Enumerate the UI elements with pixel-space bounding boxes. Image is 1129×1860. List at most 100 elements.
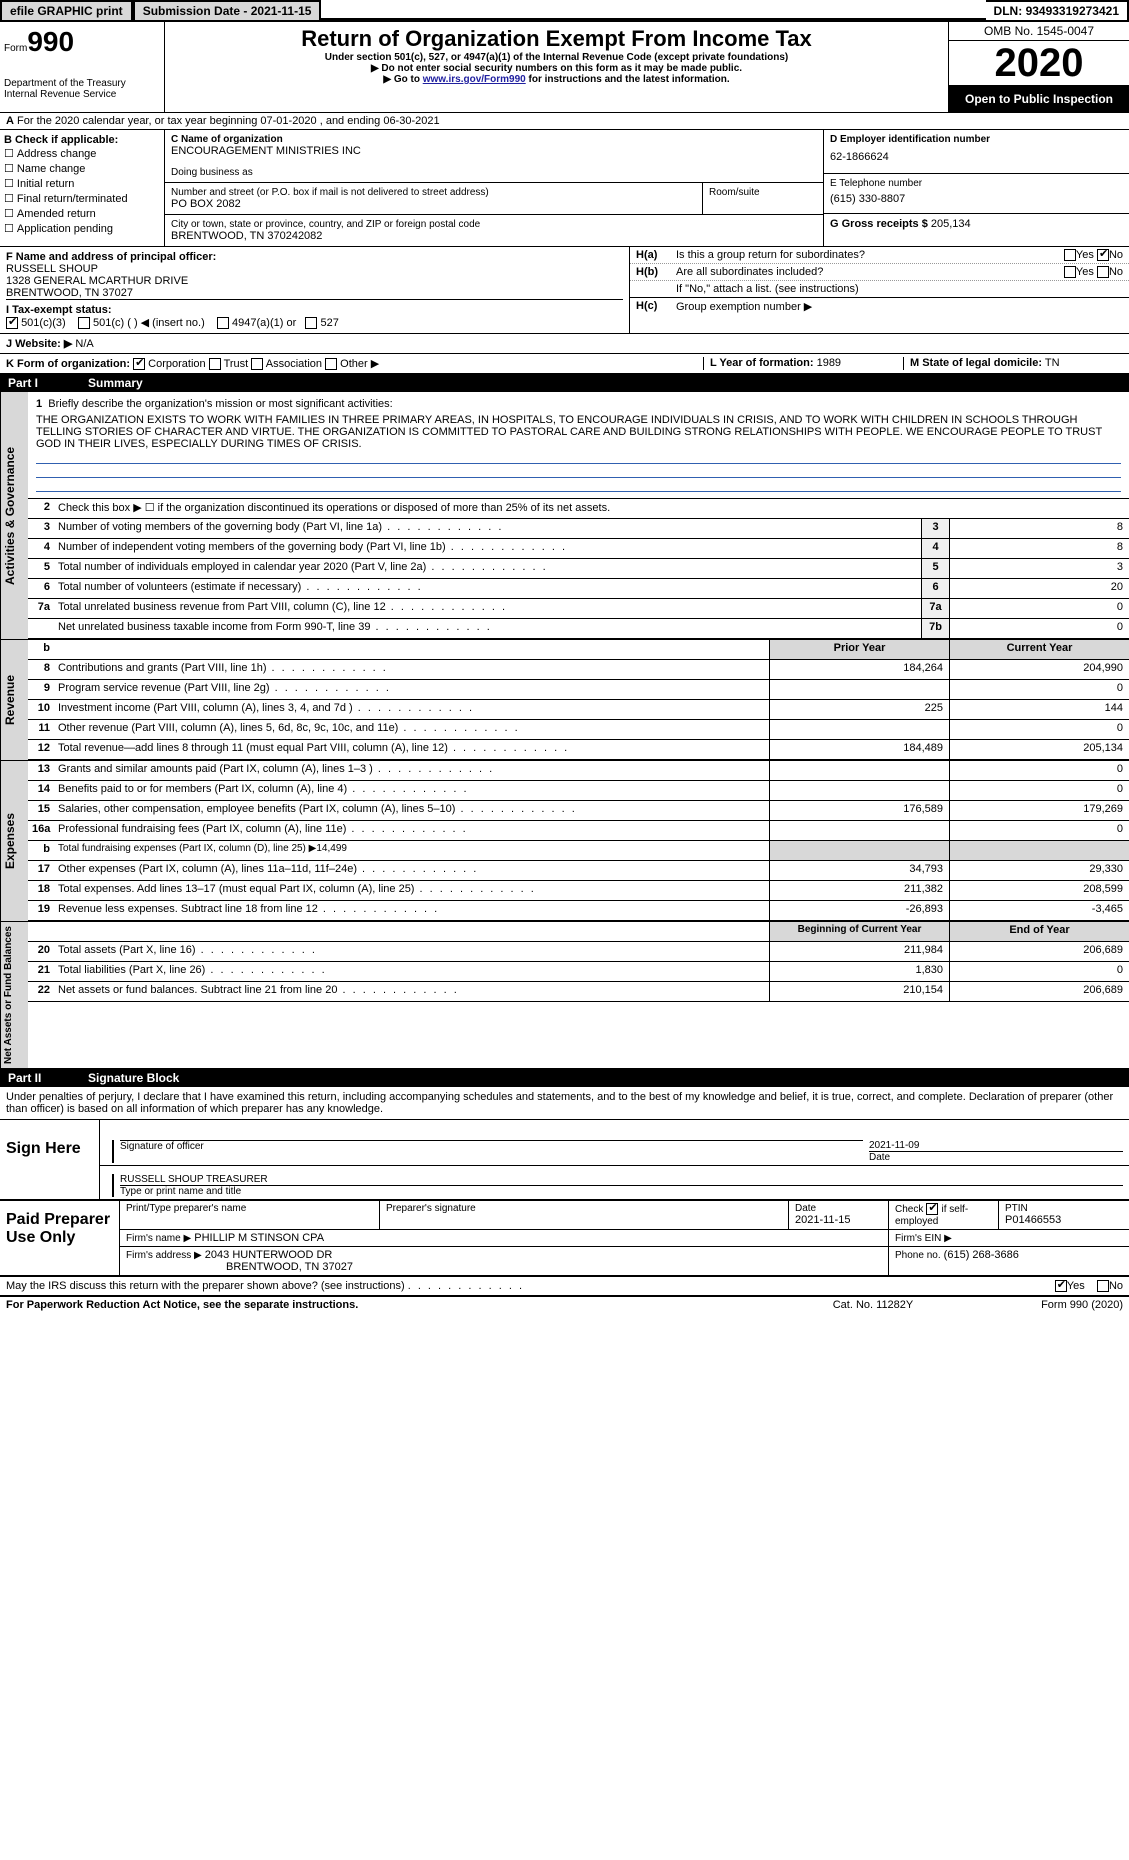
- form-title: Return of Organization Exempt From Incom…: [169, 26, 944, 52]
- governance-section: Activities & Governance 1 Briefly descri…: [0, 392, 1129, 640]
- footer-mid: Cat. No. 11282Y: [773, 1299, 973, 1311]
- h-b-no[interactable]: [1097, 266, 1109, 278]
- governance-row: 7aTotal unrelated business revenue from …: [28, 599, 1129, 619]
- box-i: I Tax-exempt status: 501(c)(3) 501(c) ( …: [6, 300, 623, 329]
- officer-addr1: 1328 GENERAL MCARTHUR DRIVE: [6, 275, 623, 287]
- form-note2: ▶ Go to www.irs.gov/Form990 for instruct…: [169, 74, 944, 85]
- table-row: 13Grants and similar amounts paid (Part …: [28, 761, 1129, 781]
- governance-row: 4Number of independent voting members of…: [28, 539, 1129, 559]
- governance-row: Net unrelated business taxable income fr…: [28, 619, 1129, 639]
- firm-addr1: 2043 HUNTERWOOD DR: [205, 1249, 333, 1261]
- form-number: 990: [27, 26, 74, 57]
- header-left: Form990 Department of the Treasury Inter…: [0, 22, 165, 112]
- table-row: 19Revenue less expenses. Subtract line 1…: [28, 901, 1129, 921]
- header-right: OMB No. 1545-0047 2020 Open to Public In…: [949, 22, 1129, 112]
- dept-line2: Internal Revenue Service: [4, 89, 160, 100]
- col-c: C Name of organization ENCOURAGEMENT MIN…: [165, 130, 824, 246]
- col-b-heading: B Check if applicable:: [4, 134, 160, 146]
- col-de: D Employer identification number 62-1866…: [824, 130, 1129, 246]
- checkbox-amended-return[interactable]: Amended return: [4, 206, 160, 221]
- table-row: 12Total revenue—add lines 8 through 11 (…: [28, 740, 1129, 760]
- expenses-section: Expenses 13Grants and similar amounts pa…: [0, 761, 1129, 922]
- row-klm: K Form of organization: Corporation Trus…: [0, 354, 1129, 374]
- revenue-section: Revenue b Prior Year Current Year 8Contr…: [0, 640, 1129, 761]
- checkbox-name-change[interactable]: Name change: [4, 161, 160, 176]
- netassets-section: Net Assets or Fund Balances Beginning of…: [0, 922, 1129, 1069]
- row-a-text: For the 2020 calendar year, or tax year …: [17, 115, 440, 127]
- discuss-yes[interactable]: [1055, 1280, 1067, 1292]
- row-a-prefix: A: [6, 115, 14, 127]
- checkbox-501c3[interactable]: [6, 317, 18, 329]
- table-row: 11Other revenue (Part VIII, column (A), …: [28, 720, 1129, 740]
- checkbox-4947[interactable]: [217, 317, 229, 329]
- irs-link[interactable]: www.irs.gov/Form990: [423, 74, 526, 85]
- firm-addr2: BRENTWOOD, TN 37027: [126, 1261, 882, 1273]
- table-row: 20Total assets (Part X, line 16)211,9842…: [28, 942, 1129, 962]
- check-self-employed[interactable]: [926, 1203, 938, 1215]
- sign-here-label: Sign Here: [0, 1120, 100, 1199]
- table-row: 22Net assets or fund balances. Subtract …: [28, 982, 1129, 1002]
- k-association[interactable]: [251, 358, 263, 370]
- form-subtitle: Under section 501(c), 527, or 4947(a)(1)…: [169, 52, 944, 63]
- h-a-yes[interactable]: [1064, 249, 1076, 261]
- box-f: F Name and address of principal officer:…: [0, 247, 630, 333]
- sig-date-label: Date: [869, 1151, 1123, 1163]
- dba-label: Doing business as: [171, 167, 817, 178]
- revenue-label: Revenue: [0, 640, 28, 760]
- paid-label: Paid Preparer Use Only: [0, 1201, 120, 1275]
- netassets-label: Net Assets or Fund Balances: [0, 922, 28, 1068]
- checkbox-initial-return[interactable]: Initial return: [4, 176, 160, 191]
- open-public-badge: Open to Public Inspection: [949, 86, 1129, 112]
- box-e: E Telephone number (615) 330-8807: [824, 174, 1129, 214]
- dln-value: 93493319273421: [1026, 4, 1119, 18]
- table-row: 16aProfessional fundraising fees (Part I…: [28, 821, 1129, 841]
- h-b-yes[interactable]: [1064, 266, 1076, 278]
- dln-label: DLN:: [994, 4, 1023, 18]
- dln-cell: DLN: 93493319273421: [986, 0, 1129, 20]
- table-row: 17Other expenses (Part IX, column (A), l…: [28, 861, 1129, 881]
- table-row: 14Benefits paid to or for members (Part …: [28, 781, 1129, 801]
- sig-date: 2021-11-09: [869, 1140, 1123, 1151]
- submission-date-cell: Submission Date - 2021-11-15: [133, 0, 322, 20]
- revenue-header-row: b Prior Year Current Year: [28, 640, 1129, 660]
- officer-addr2: BRENTWOOD, TN 37027: [6, 287, 623, 299]
- governance-row: 5Total number of individuals employed in…: [28, 559, 1129, 579]
- gross-receipts: 205,134: [931, 218, 971, 230]
- table-row: 21Total liabilities (Part X, line 26)1,8…: [28, 962, 1129, 982]
- dept-line1: Department of the Treasury: [4, 78, 160, 89]
- sig-officer-label: Signature of officer: [120, 1140, 863, 1152]
- box-g: G Gross receipts $ 205,134: [824, 214, 1129, 234]
- ptin-value: P01466553: [1005, 1214, 1123, 1226]
- table-row: 9Program service revenue (Part VIII, lin…: [28, 680, 1129, 700]
- ein-value: 62-1866624: [830, 145, 1123, 169]
- k-corporation[interactable]: [133, 358, 145, 370]
- checkbox-501c[interactable]: [78, 317, 90, 329]
- firm-name: PHILLIP M STINSON CPA: [194, 1232, 324, 1244]
- box-city: City or town, state or province, country…: [165, 215, 823, 246]
- governance-row: 3Number of voting members of the governi…: [28, 519, 1129, 539]
- part2-header: Part II Signature Block: [0, 1069, 1129, 1087]
- discuss-no[interactable]: [1097, 1280, 1109, 1292]
- box-k: K Form of organization: Corporation Trus…: [6, 357, 703, 370]
- checkbox-address-change[interactable]: Address change: [4, 146, 160, 161]
- k-trust[interactable]: [209, 358, 221, 370]
- q1-mission: 1 Briefly describe the organization's mi…: [28, 392, 1129, 499]
- table-row: 10Investment income (Part VIII, column (…: [28, 700, 1129, 720]
- checkbox-527[interactable]: [305, 317, 317, 329]
- table-row: 18Total expenses. Add lines 13–17 (must …: [28, 881, 1129, 901]
- box-c-name: C Name of organization ENCOURAGEMENT MIN…: [165, 130, 823, 183]
- box-m: M State of legal domicile: TN: [903, 357, 1123, 370]
- penalty-text: Under penalties of perjury, I declare th…: [0, 1087, 1129, 1120]
- table-row: 15Salaries, other compensation, employee…: [28, 801, 1129, 821]
- h-a-no[interactable]: [1097, 249, 1109, 261]
- col-b: B Check if applicable: Address change Na…: [0, 130, 165, 246]
- preparer-phone: (615) 268-3686: [944, 1249, 1019, 1261]
- header-row: Form990 Department of the Treasury Inter…: [0, 22, 1129, 113]
- checkbox-final-return[interactable]: Final return/terminated: [4, 191, 160, 206]
- k-other[interactable]: [325, 358, 337, 370]
- checkbox-application-pending[interactable]: Application pending: [4, 221, 160, 236]
- discuss-row: May the IRS discuss this return with the…: [0, 1277, 1129, 1296]
- room-label: Room/suite: [709, 187, 817, 198]
- footer-left: For Paperwork Reduction Act Notice, see …: [6, 1299, 773, 1311]
- city-value: BRENTWOOD, TN 370242082: [171, 230, 817, 242]
